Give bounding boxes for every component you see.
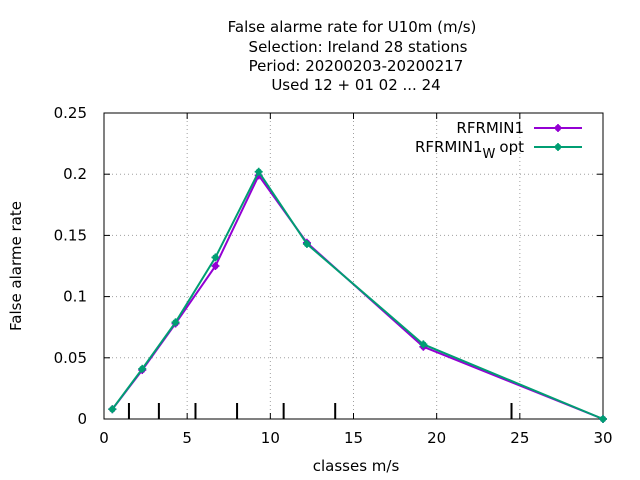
- series-0-point: [211, 262, 220, 270]
- series-1-point: [254, 167, 263, 176]
- y-tick-label: 0: [77, 410, 87, 428]
- legend: RFRMIN1 RFRMIN1W opt: [415, 119, 582, 162]
- legend-marker-rfrmin1-w-opt: [554, 143, 562, 151]
- class-boundary-marks: [127, 403, 513, 419]
- legend-point-1: [554, 143, 562, 151]
- title-line-4: Used 12 + 01 02 ... 24: [271, 76, 440, 94]
- x-tick-label: 0: [99, 429, 109, 447]
- series-1-point: [599, 415, 607, 423]
- series-1-point: [302, 239, 311, 248]
- series-1-point: [211, 253, 220, 262]
- series-1-point: [419, 340, 428, 349]
- series-layer: [108, 167, 607, 423]
- x-tick-label: 20: [427, 429, 446, 447]
- series-1-point: [108, 405, 117, 414]
- y-tick-label: 0.2: [63, 165, 87, 183]
- x-axis-label: classes m/s: [313, 457, 400, 475]
- series-line-1: [111, 169, 604, 420]
- x-tick-label: 25: [510, 429, 529, 447]
- grid: [104, 113, 603, 419]
- legend-marker-rfrmin1: [554, 124, 562, 132]
- y-tick-label: 0.15: [54, 226, 87, 244]
- x-tick-label: 30: [593, 429, 612, 447]
- axes: [103, 112, 604, 420]
- title-line-3: Period: 20200203-20200217: [249, 57, 464, 75]
- plot-frame: [103, 112, 604, 420]
- legend-label-subscript: W: [483, 147, 496, 162]
- x-tick-label: 15: [344, 429, 363, 447]
- tick-labels: 0 5 10 15 20 25 30 0 0.05 0.1 0.15 0.2 0.25: [54, 104, 613, 447]
- legend-label-tail: opt: [499, 138, 524, 156]
- x-tick-label: 10: [261, 429, 280, 447]
- series-1-point: [171, 318, 180, 327]
- x-tick-label: 5: [182, 429, 192, 447]
- y-tick-label: 0.1: [63, 288, 87, 306]
- title-line-2: Selection: Ireland 28 stations: [249, 38, 468, 56]
- y-axis-label: False alarme rate: [7, 201, 25, 331]
- legend-label-rfrmin1-w-opt: RFRMIN1W opt: [415, 138, 524, 162]
- legend-label-rfrmin1: RFRMIN1: [456, 119, 524, 137]
- legend-label-main: RFRMIN1: [415, 138, 483, 156]
- series-1-point: [138, 364, 147, 373]
- chart-title: False alarme rate for U10m (m/s) Selecti…: [228, 18, 477, 94]
- title-line-1: False alarme rate for U10m (m/s): [228, 18, 477, 36]
- y-tick-label: 0.25: [54, 104, 87, 122]
- series-line-0: [111, 173, 604, 420]
- legend-point-0: [554, 124, 562, 132]
- y-tick-label: 0.05: [54, 349, 87, 367]
